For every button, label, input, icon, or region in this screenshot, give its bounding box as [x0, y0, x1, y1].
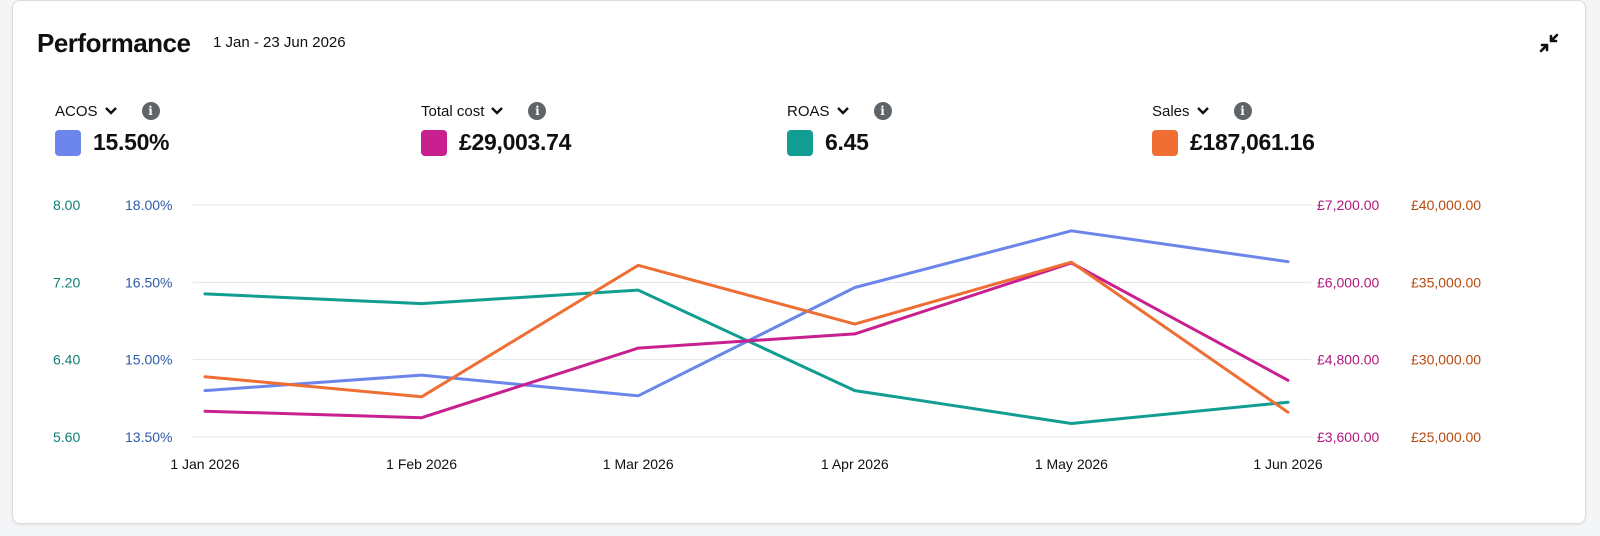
metric-label: ACOS — [55, 102, 98, 120]
metric-sales: Sales i £187,061.16 — [1152, 99, 1315, 156]
sales-axis-tick: £35,000.00 — [1411, 274, 1481, 290]
cost-axis-tick: £6,000.00 — [1317, 274, 1379, 290]
roas-axis-tick: 5.60 — [53, 429, 80, 445]
collapse-button[interactable] — [1537, 31, 1561, 55]
metric-total-cost: Total cost i £29,003.74 — [421, 99, 571, 156]
acos-axis-tick: 13.50% — [125, 429, 172, 445]
metric-label: Sales — [1152, 102, 1190, 120]
date-range: 1 Jan - 23 Jun 2026 — [213, 34, 346, 51]
chevron-down-icon[interactable] — [490, 104, 504, 118]
series-line-acos[interactable] — [203, 229, 1290, 398]
info-icon[interactable]: i — [528, 102, 547, 120]
roas-axis-tick: 8.00 — [53, 197, 80, 213]
x-axis-tick: 1 Feb 2026 — [386, 456, 457, 472]
x-axis-tick: 1 Jan 2026 — [170, 456, 239, 472]
series-line-total-cost[interactable] — [203, 261, 1290, 420]
sales-axis-tick: £30,000.00 — [1411, 352, 1481, 368]
metric-label: Total cost — [421, 102, 485, 120]
x-axis-tick: 1 Mar 2026 — [603, 456, 674, 472]
acos-axis-tick: 16.50% — [125, 274, 172, 290]
cost-axis-tick: £7,200.00 — [1317, 197, 1379, 213]
metric-roas: ROAS i 6.45 — [787, 99, 892, 156]
sales-axis-tick: £40,000.00 — [1411, 197, 1481, 213]
series-line-sales[interactable] — [203, 260, 1290, 414]
metric-label: ROAS — [787, 102, 830, 120]
info-icon[interactable]: i — [1233, 102, 1252, 120]
chevron-down-icon[interactable] — [1196, 104, 1210, 118]
metric-value: 6.45 — [825, 129, 869, 155]
metric-acos: ACOS i 15.50% — [55, 99, 170, 156]
chevron-down-icon[interactable] — [836, 104, 850, 118]
x-axis-tick: 1 Apr 2026 — [821, 456, 889, 472]
x-axis-tick: 1 Jun 2026 — [1253, 456, 1322, 472]
color-swatch — [1152, 129, 1178, 156]
color-swatch — [421, 129, 447, 156]
acos-axis-tick: 18.00% — [125, 197, 172, 213]
performance-chart: 8.00 7.20 6.40 5.60 18.00% 16.50% 15.00% 13.50%… — [53, 197, 1481, 472]
performance-card: Performance 1 Jan - 23 Jun 2026 ACOS i 1… — [12, 0, 1586, 524]
metric-value: 15.50% — [93, 129, 170, 155]
page-title: Performance — [37, 28, 191, 58]
info-icon[interactable]: i — [873, 102, 892, 120]
acos-axis-tick: 15.00% — [125, 352, 172, 368]
cost-axis-tick: £4,800.00 — [1317, 352, 1379, 368]
roas-axis-tick: 6.40 — [53, 352, 80, 368]
metric-value: £187,061.16 — [1190, 129, 1315, 155]
chevron-down-icon[interactable] — [104, 104, 118, 118]
color-swatch — [55, 129, 81, 156]
collapse-icon — [1539, 33, 1559, 53]
color-swatch — [787, 129, 813, 156]
series-line-roas[interactable] — [203, 288, 1290, 425]
info-icon[interactable]: i — [141, 102, 160, 120]
sales-axis-tick: £25,000.00 — [1411, 429, 1481, 445]
roas-axis-tick: 7.20 — [53, 274, 80, 290]
x-axis-tick: 1 May 2026 — [1035, 456, 1108, 472]
metric-value: £29,003.74 — [459, 129, 572, 155]
cost-axis-tick: £3,600.00 — [1317, 429, 1379, 445]
